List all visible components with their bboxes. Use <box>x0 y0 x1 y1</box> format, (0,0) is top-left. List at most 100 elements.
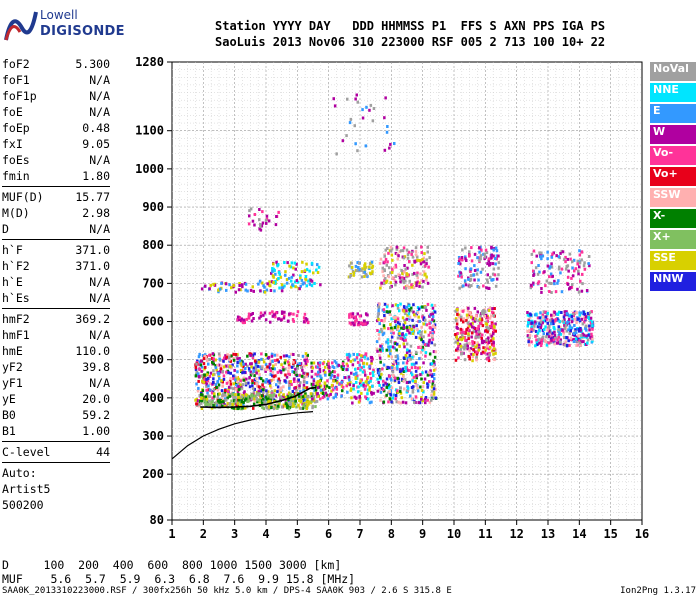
echo-point <box>530 340 533 344</box>
echo-point <box>356 100 359 104</box>
echo-point <box>381 347 384 351</box>
echo-point <box>545 313 549 317</box>
echo-point <box>378 383 381 387</box>
echo-point <box>563 327 566 330</box>
echo-point <box>414 246 418 250</box>
echo-point <box>274 315 277 319</box>
echo-point <box>242 362 245 366</box>
echo-point <box>481 267 484 271</box>
echo-point <box>568 314 571 318</box>
echo-point <box>229 379 232 383</box>
y-tick-label: 1000 <box>135 162 164 176</box>
echo-point <box>395 245 399 249</box>
echo-point <box>586 312 590 315</box>
echo-point <box>302 375 306 379</box>
echo-point <box>569 336 573 340</box>
y-tick-label: 300 <box>142 429 164 443</box>
echo-point <box>491 323 494 327</box>
echo-point <box>204 395 207 399</box>
echo-point <box>327 362 330 366</box>
echo-point <box>424 401 427 405</box>
echo-point <box>416 255 419 259</box>
echo-point <box>358 261 361 265</box>
echo-point <box>214 364 217 368</box>
echo-point <box>265 288 269 292</box>
echo-point <box>552 340 556 344</box>
echo-point <box>428 400 432 404</box>
echo-point <box>211 396 214 400</box>
echo-point <box>389 249 393 253</box>
echo-point <box>484 248 488 252</box>
echo-point <box>194 366 198 370</box>
echo-point <box>416 258 419 262</box>
echo-point <box>232 393 235 397</box>
echo-point <box>408 304 411 308</box>
echo-point <box>410 285 413 289</box>
echo-point <box>312 377 316 381</box>
echo-point <box>427 265 430 269</box>
param-value: 369.2 <box>75 312 110 326</box>
echo-point <box>461 309 465 313</box>
echo-point <box>432 368 436 372</box>
echo-point <box>266 381 270 385</box>
echo-point <box>323 365 327 369</box>
autoscale-info: 500200 <box>2 498 44 512</box>
echo-point <box>460 331 463 335</box>
echo-point <box>310 395 313 399</box>
echo-point <box>291 393 294 397</box>
echo-point <box>557 335 561 339</box>
echo-point <box>392 316 395 319</box>
echo-point <box>573 269 576 273</box>
echo-point <box>248 368 251 372</box>
echo-point <box>264 367 267 371</box>
echo-point <box>208 395 211 399</box>
echo-point <box>569 329 572 333</box>
echo-point <box>400 278 404 282</box>
echo-point <box>477 335 480 339</box>
echo-point <box>378 302 381 306</box>
echo-point <box>401 400 405 404</box>
echo-point <box>478 250 481 254</box>
echo-point <box>406 386 410 390</box>
echo-point <box>457 313 460 317</box>
echo-point <box>358 314 362 318</box>
echo-point <box>320 391 323 395</box>
echo-point <box>227 380 230 384</box>
echo-point <box>413 259 416 263</box>
echo-point <box>573 311 577 315</box>
y-tick-label: 500 <box>142 353 164 367</box>
echo-point <box>391 345 395 349</box>
echo-point <box>559 251 562 255</box>
echo-point <box>350 265 354 269</box>
echo-point <box>348 313 351 317</box>
echo-point <box>351 363 355 367</box>
echo-point <box>297 354 300 357</box>
echo-point <box>405 326 409 330</box>
param-row: foEs N/A <box>2 152 110 168</box>
echo-point <box>352 273 355 277</box>
echo-point <box>426 398 429 402</box>
echo-point <box>454 340 457 344</box>
param-name: yF1 <box>2 376 23 390</box>
echo-point <box>553 342 556 346</box>
echo-point <box>486 352 489 356</box>
echo-point <box>403 321 407 325</box>
echo-point <box>202 357 206 361</box>
echo-point <box>402 370 406 373</box>
echo-point <box>379 257 383 261</box>
echo-point <box>257 369 260 373</box>
echo-point <box>544 315 548 319</box>
echo-point <box>406 309 410 313</box>
echo-point <box>384 277 387 280</box>
echo-point <box>578 253 582 257</box>
echo-point <box>411 373 414 377</box>
echo-point <box>259 223 262 226</box>
echo-point <box>396 257 399 261</box>
echo-point <box>564 323 568 327</box>
echo-point <box>476 343 479 347</box>
echo-point <box>575 311 578 315</box>
echo-point <box>331 388 335 392</box>
echo-point <box>205 377 208 381</box>
echo-point <box>491 349 494 353</box>
echo-point <box>486 278 489 282</box>
